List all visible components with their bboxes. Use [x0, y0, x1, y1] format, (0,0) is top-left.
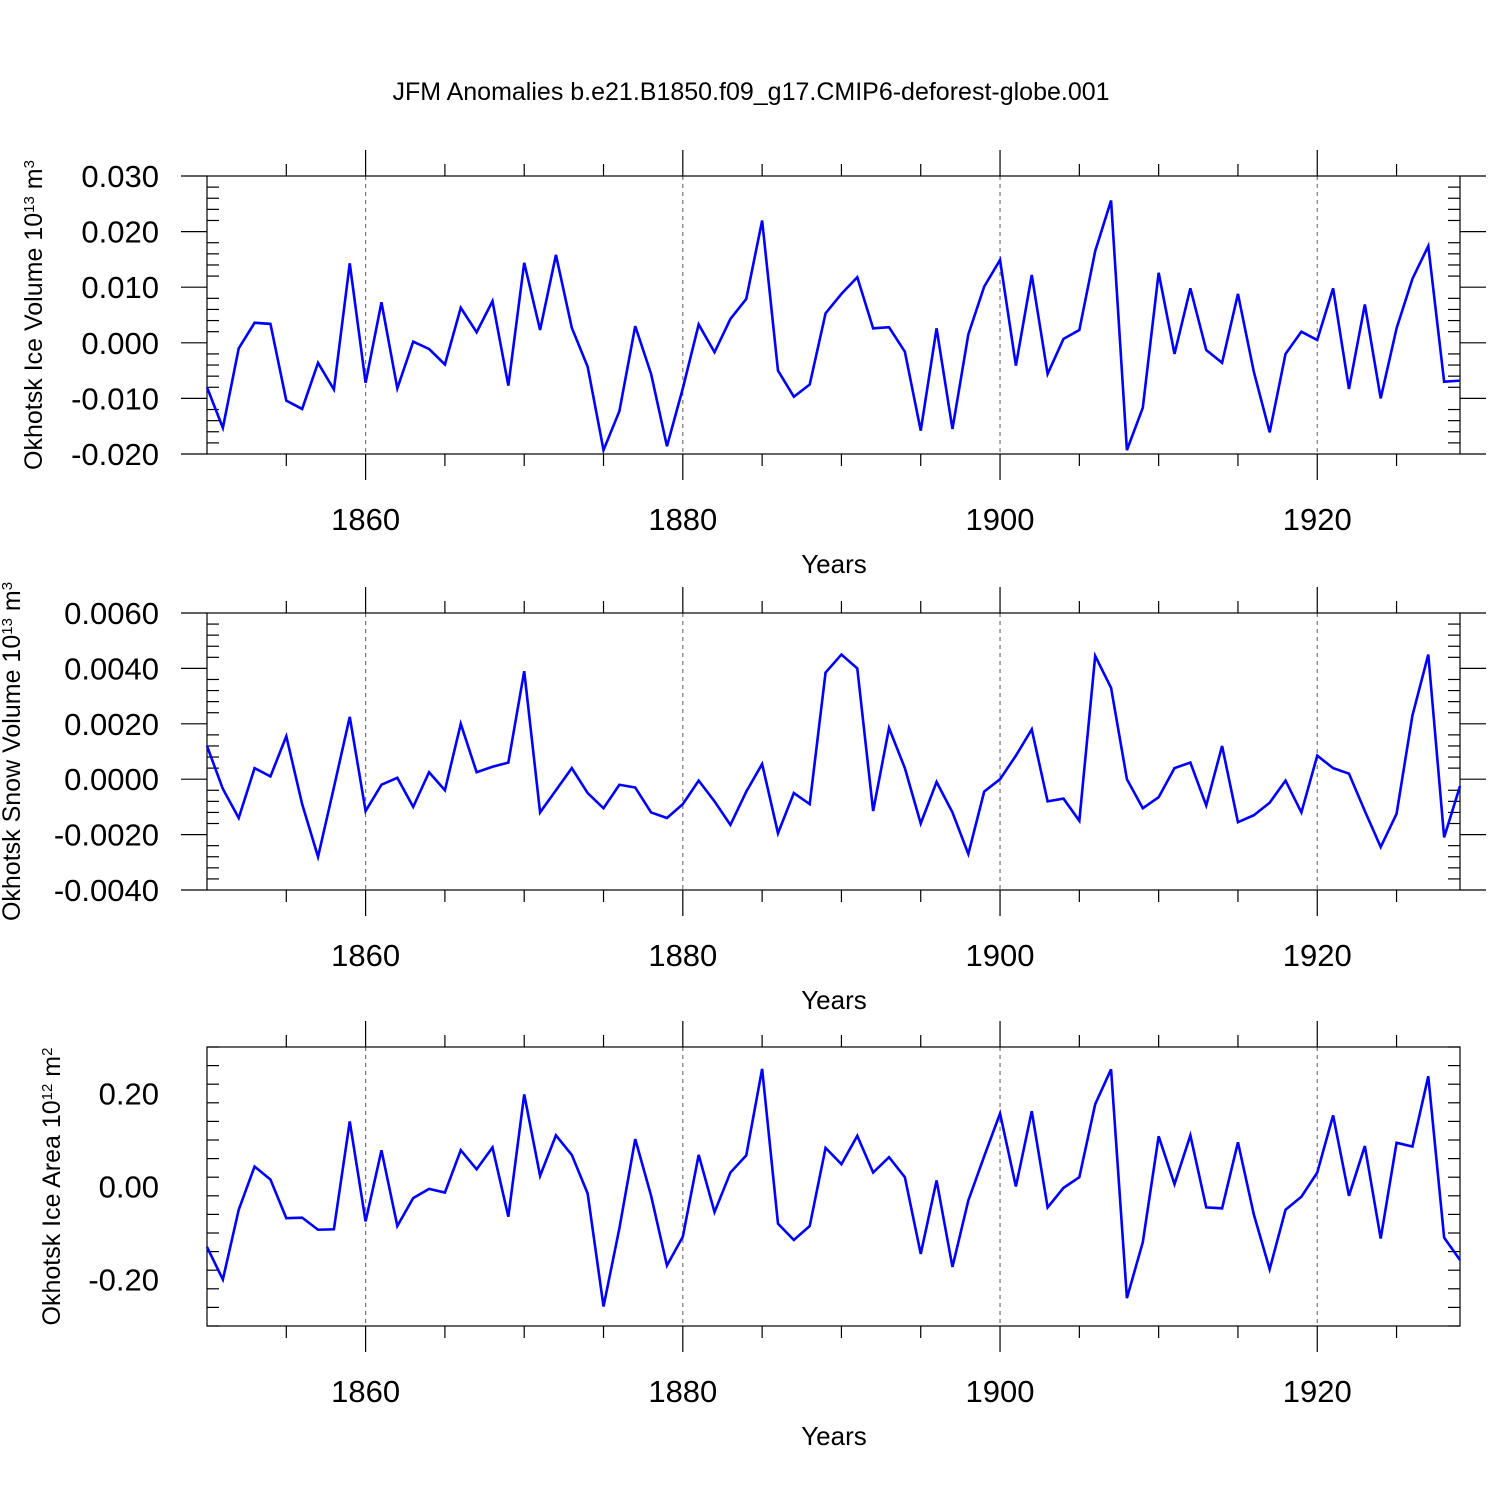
y-axis-label: Okhotsk Snow Volume 1013 m3	[0, 582, 26, 921]
y-tick-label: -0.20	[88, 1263, 159, 1298]
x-tick-label: 1860	[331, 938, 400, 973]
plot-frame	[206, 612, 1461, 891]
y-tick-label: -0.0040	[54, 873, 159, 908]
x-axis-label: Years	[801, 549, 867, 579]
y-tick-label: -0.0020	[54, 818, 159, 853]
panel-snow-volume: -0.0040 -0.0020 0.0000 0.0020 0.0040 0.0060 18…	[0, 582, 1486, 1015]
y-tick-label: 0.0020	[64, 707, 159, 742]
chart-panels: -0.020 -0.010 0.000 0.010 0.020 0.030 1860 1880…	[0, 150, 1486, 1451]
y-tick-label: -0.010	[71, 381, 159, 416]
y-tick-label: 0.0040	[64, 651, 159, 686]
y-tick-label: 0.0060	[64, 596, 159, 631]
y-tick-label: 0.0000	[64, 762, 159, 797]
x-tick-label: 1900	[966, 502, 1035, 537]
y-axis-label-superscript: 13	[21, 196, 38, 213]
x-tick-label: 1920	[1283, 938, 1352, 973]
y-axis-label-part: m	[20, 168, 48, 196]
x-tick-label: 1900	[966, 938, 1035, 973]
x-tick-label: 1880	[648, 1374, 717, 1409]
y-axis-label-superscript: 3	[21, 160, 38, 168]
x-tick-label: 1920	[1283, 502, 1352, 537]
y-axis-label-superscript: 13	[0, 618, 16, 635]
y-axis-label-superscript: 12	[39, 1084, 56, 1101]
y-tick-label: 0.030	[81, 159, 159, 194]
y-axis-label-superscript: 3	[0, 582, 16, 590]
x-tick-label: 1860	[331, 1374, 400, 1409]
x-tick-label: 1900	[966, 1374, 1035, 1409]
y-tick-label: 0.20	[99, 1077, 159, 1112]
y-axis-label-part: m	[0, 590, 26, 618]
y-tick-label: -0.020	[71, 437, 159, 472]
panel-ice-area: -0.20 0.00 0.20 1860 1880 1900 1920 Years Okhots…	[38, 1021, 1462, 1451]
x-tick-label: 1880	[648, 938, 717, 973]
series-line-snow-volume	[205, 651, 1462, 862]
chart-title: JFM Anomalies b.e21.B1850.f09_g17.CMIP6-…	[392, 78, 1109, 106]
y-axis-label: Okhotsk Ice Area 1012 m2	[38, 1048, 66, 1326]
x-tick-label: 1860	[331, 502, 400, 537]
y-tick-label: 0.010	[81, 270, 159, 305]
y-axis-label: Okhotsk Ice Volume 1013 m3	[20, 160, 48, 470]
y-tick-label: 0.00	[99, 1170, 159, 1205]
panel-ice-volume: -0.020 -0.010 0.000 0.010 0.020 0.030 1860 1880…	[20, 150, 1486, 579]
plot-frame	[206, 175, 1461, 455]
x-axis-label: Years	[801, 1421, 867, 1451]
x-tick-label: 1920	[1283, 1374, 1352, 1409]
y-axis-label-part: Okhotsk Snow Volume 10	[0, 635, 26, 921]
y-axis-label-part: Okhotsk Ice Volume 10	[20, 213, 48, 470]
y-axis-label-part: Okhotsk Ice Area 10	[38, 1100, 66, 1325]
y-axis-label-part: m	[38, 1056, 66, 1084]
series-line-ice-area	[205, 1068, 1462, 1307]
y-tick-label: 0.000	[81, 326, 159, 361]
x-axis-label: Years	[801, 985, 867, 1015]
x-tick-label: 1880	[648, 502, 717, 537]
plot-frame	[206, 1046, 1461, 1327]
y-tick-label: 0.020	[81, 215, 159, 250]
y-axis-label-superscript: 2	[39, 1048, 56, 1056]
series-line-ice-volume	[205, 200, 1461, 455]
